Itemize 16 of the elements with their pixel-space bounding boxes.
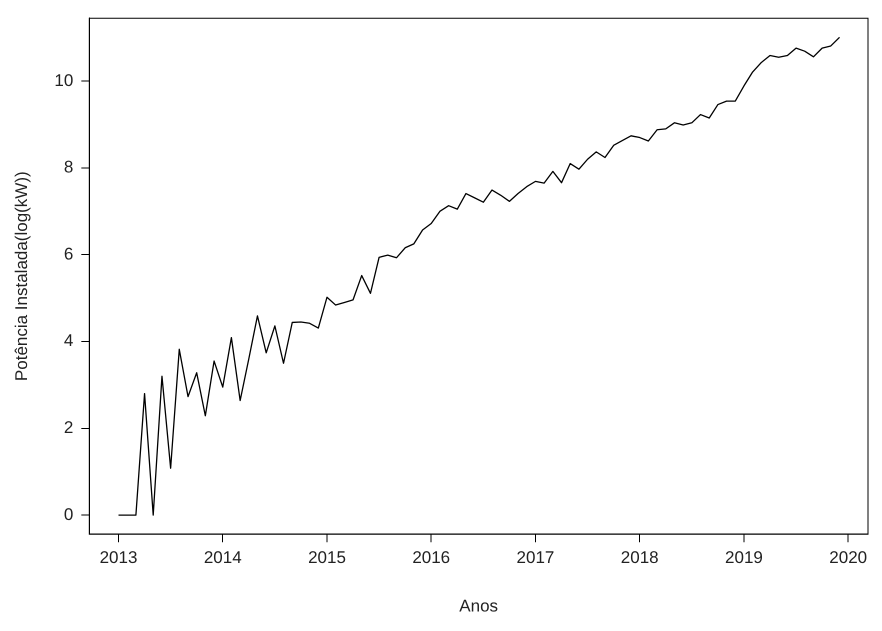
- x-axis-title: Anos: [459, 596, 498, 616]
- y-tick-label: 4: [64, 331, 74, 350]
- x-tick-label: 2019: [725, 548, 763, 568]
- x-tick-label: 2014: [204, 548, 242, 568]
- x-tick-label: 2018: [620, 548, 659, 568]
- y-tick-label: 8: [64, 158, 74, 177]
- x-tick-label: 2017: [516, 548, 554, 568]
- x-tick-label: 2015: [308, 548, 346, 568]
- y-axis-title: Potência Instalada(log(kW)): [12, 171, 31, 382]
- x-tick-label: 2020: [829, 548, 868, 568]
- y-tick-label: 2: [64, 418, 74, 437]
- x-tick-label: 2016: [412, 548, 450, 568]
- y-tick-label: 10: [54, 70, 74, 90]
- x-tick-label: 2013: [100, 548, 138, 568]
- y-tick-label: 0: [64, 504, 74, 524]
- y-tick-label: 6: [64, 244, 74, 264]
